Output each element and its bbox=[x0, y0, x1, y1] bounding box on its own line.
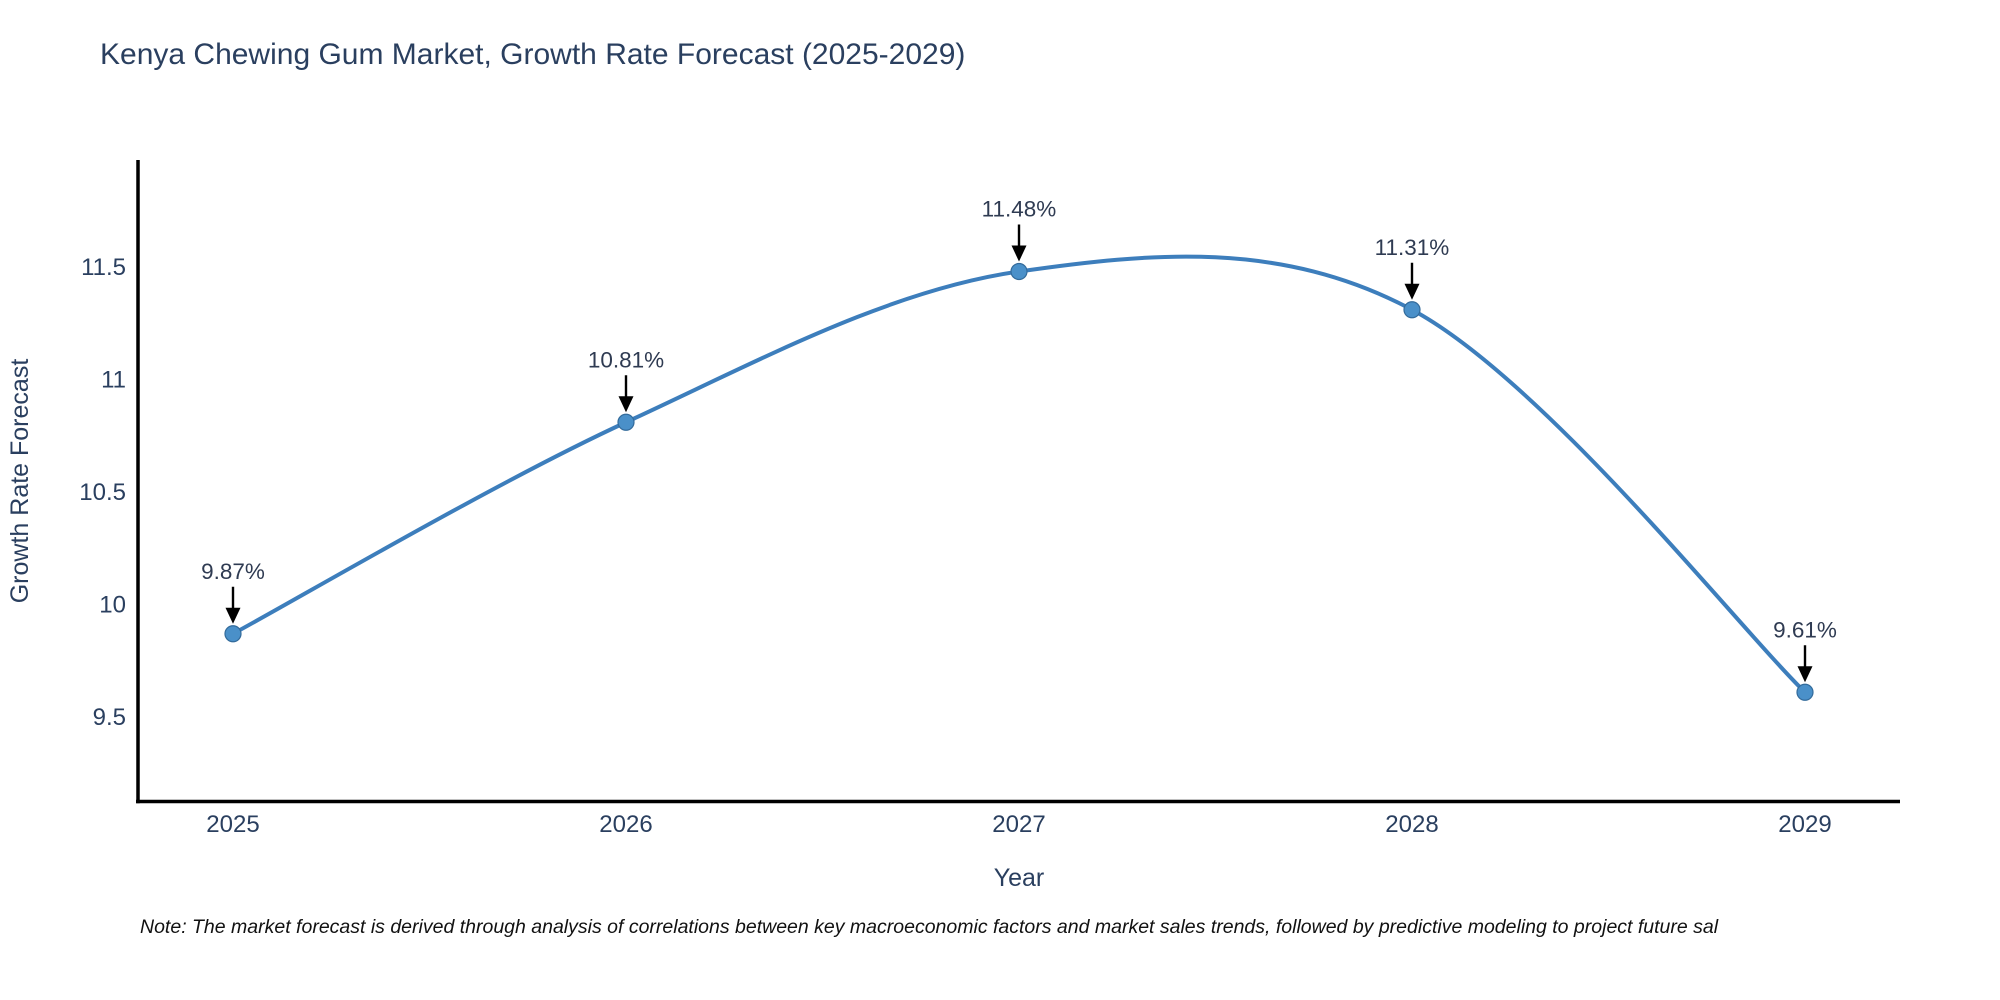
annotation-arrow-head bbox=[1011, 245, 1027, 262]
y-axis-title: Growth Rate Forecast bbox=[6, 359, 34, 604]
data-point-label: 9.61% bbox=[1773, 617, 1837, 642]
data-point-marker[interactable] bbox=[617, 413, 635, 431]
y-tick-label: 10 bbox=[99, 592, 126, 619]
x-tick-label: 2028 bbox=[1385, 811, 1438, 838]
annotation-arrow-head bbox=[618, 396, 634, 413]
chart-title: Kenya Chewing Gum Market, Growth Rate Fo… bbox=[100, 38, 966, 71]
data-point-label: 11.31% bbox=[1375, 235, 1450, 260]
forecast-line bbox=[232, 254, 1807, 694]
data-point-label: 10.81% bbox=[588, 347, 664, 372]
y-tick-label: 10.5 bbox=[79, 479, 126, 506]
annotation-arrow-head bbox=[225, 607, 241, 624]
x-axis-title: Year bbox=[994, 864, 1045, 892]
footnote: Note: The market forecast is derived thr… bbox=[140, 916, 1719, 938]
x-tick-label: 2025 bbox=[206, 811, 259, 838]
x-tick-label: 2026 bbox=[599, 811, 652, 838]
x-tick-label: 2027 bbox=[992, 811, 1045, 838]
data-point-label: 11.48% bbox=[982, 197, 1057, 222]
data-point-marker[interactable] bbox=[1403, 301, 1421, 319]
annotation-arrow-head bbox=[1797, 666, 1813, 683]
annotation-arrow-head bbox=[1404, 283, 1420, 300]
data-point-marker[interactable] bbox=[1010, 262, 1028, 281]
data-point-label: 9.87% bbox=[201, 559, 265, 584]
x-tick-label: 2029 bbox=[1778, 811, 1831, 838]
y-tick-label: 9.5 bbox=[93, 704, 126, 731]
data-point-marker[interactable] bbox=[224, 625, 242, 643]
y-tick-label: 11 bbox=[101, 367, 126, 394]
y-tick-label: 11.5 bbox=[81, 254, 126, 281]
data-point-marker[interactable] bbox=[1796, 683, 1814, 701]
